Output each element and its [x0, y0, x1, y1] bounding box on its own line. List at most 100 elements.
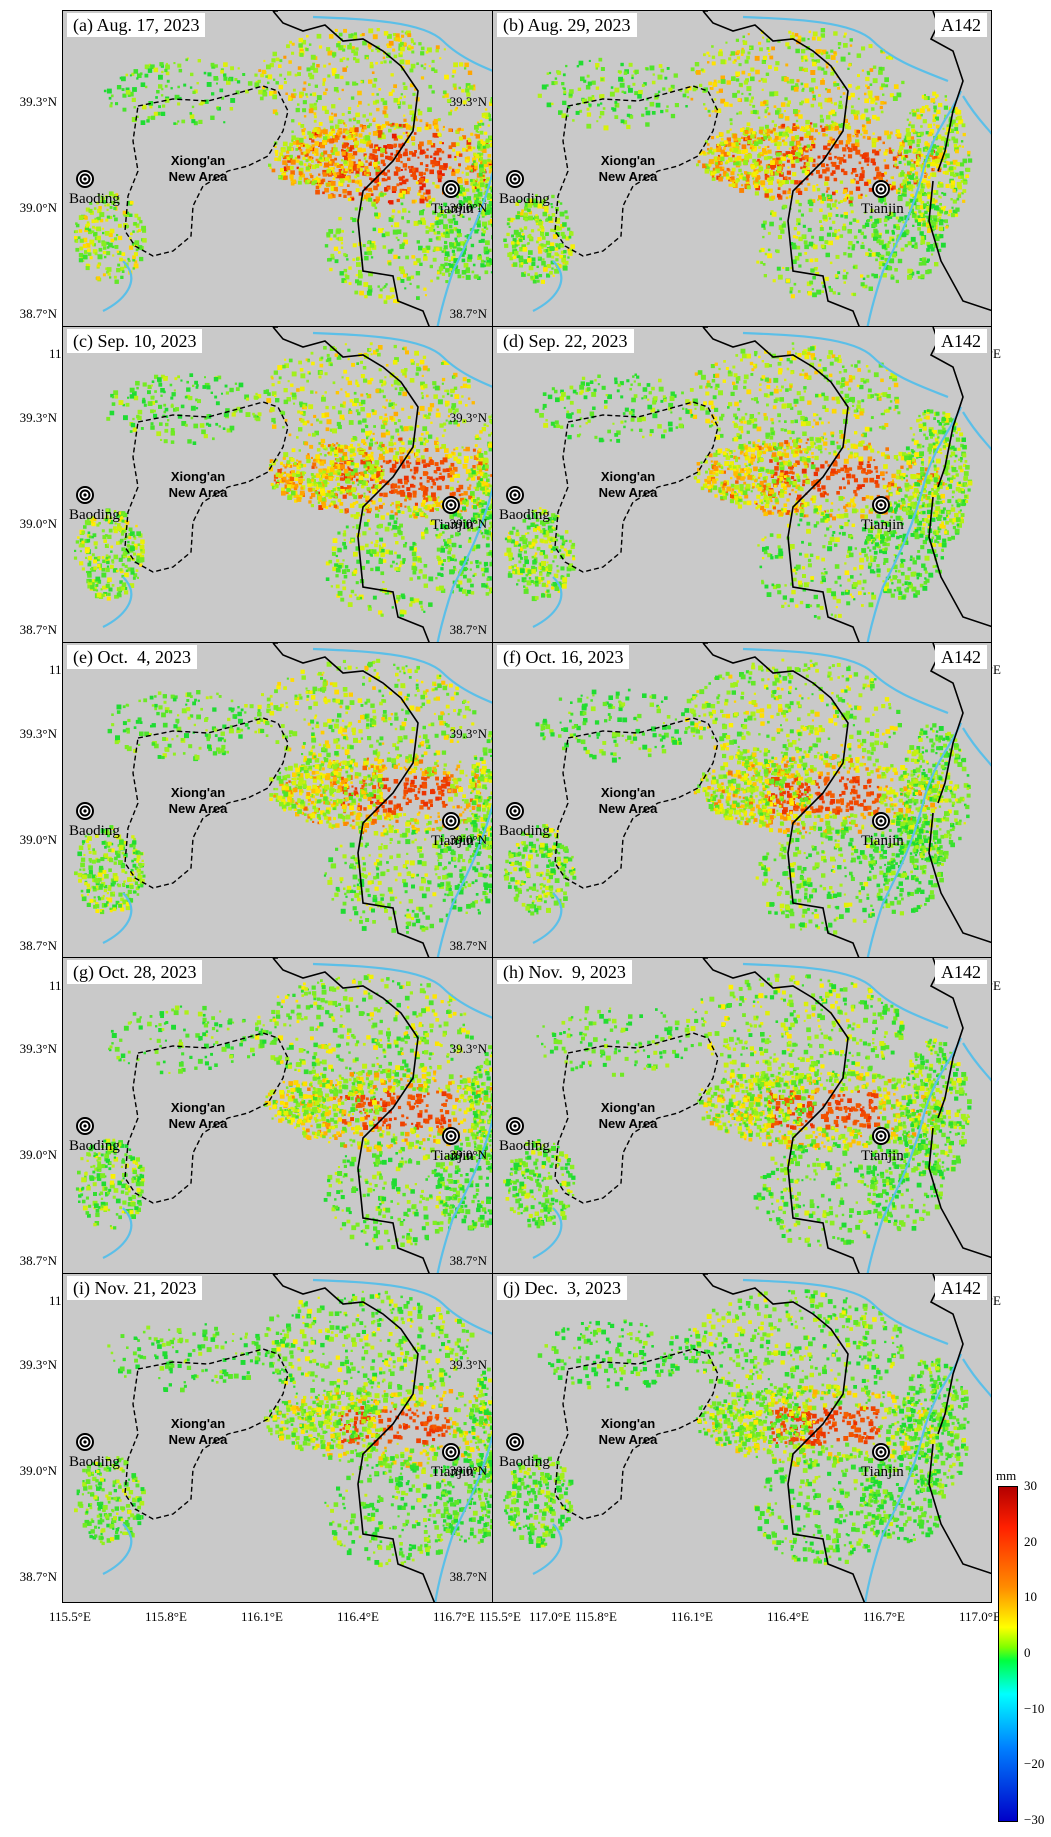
deformation-pixel [382, 110, 387, 115]
deformation-pixel [453, 258, 459, 263]
deformation-pixel [226, 80, 231, 85]
deformation-pixel [284, 358, 287, 361]
deformation-pixel [785, 196, 789, 200]
deformation-pixel [273, 421, 276, 424]
deformation-pixel [632, 82, 636, 86]
deformation-pixel [310, 174, 314, 179]
deformation-pixel [687, 86, 692, 91]
deformation-pixel [544, 205, 549, 211]
deformation-pixel [524, 206, 529, 211]
deformation-pixel [437, 212, 442, 217]
deformation-pixel [807, 291, 812, 296]
deformation-pixel [798, 152, 802, 156]
deformation-pixel [302, 404, 306, 408]
deformation-pixel [382, 100, 388, 106]
deformation-pixel [355, 112, 360, 118]
deformation-pixel [724, 144, 727, 147]
deformation-pixel [283, 166, 287, 169]
deformation-pixel [869, 215, 873, 219]
deformation-pixel [919, 108, 925, 114]
deformation-pixel [941, 192, 944, 195]
deformation-pixel [464, 181, 469, 185]
deformation-pixel [435, 45, 440, 50]
deformation-pixel [884, 171, 887, 175]
deformation-pixel [858, 229, 862, 233]
deformation-pixel [302, 87, 306, 91]
deformation-pixel [289, 174, 294, 179]
deformation-pixel [753, 161, 759, 167]
deformation-pixel [802, 127, 808, 132]
deformation-pixel [735, 38, 739, 42]
deformation-pixel [97, 194, 100, 197]
deformation-pixel [930, 98, 936, 103]
deformation-pixel [805, 147, 808, 151]
deformation-pixel [391, 209, 396, 213]
deformation-pixel [144, 73, 149, 78]
deformation-pixel [474, 197, 480, 203]
deformation-pixel [825, 134, 828, 137]
deformation-pixel [758, 146, 761, 149]
deformation-pixel [424, 63, 427, 66]
deformation-pixel [398, 391, 402, 396]
deformation-pixel [546, 72, 550, 75]
deformation-pixel [459, 248, 463, 251]
deformation-pixel [867, 252, 872, 257]
deformation-pixel [918, 198, 923, 203]
deformation-pixel [821, 163, 825, 168]
deformation-pixel [416, 411, 420, 415]
deformation-pixel [272, 51, 277, 57]
deformation-pixel [104, 231, 110, 236]
deformation-pixel [674, 103, 679, 108]
deformation-pixel [297, 410, 301, 414]
deformation-pixel [442, 95, 445, 99]
deformation-pixel [749, 147, 752, 150]
deformation-pixel [660, 68, 665, 73]
deformation-pixel [165, 62, 168, 65]
deformation-pixel [749, 103, 752, 106]
deformation-pixel [838, 104, 841, 107]
deformation-pixel [374, 212, 378, 217]
deformation-pixel [784, 97, 788, 101]
deformation-pixel [278, 155, 282, 159]
deformation-pixel [911, 244, 915, 248]
deformation-pixel [419, 359, 425, 365]
deformation-pixel [914, 215, 920, 221]
deformation-pixel [592, 97, 595, 100]
deformation-pixel [726, 151, 731, 156]
deformation-pixel [382, 286, 385, 289]
deformation-pixel [223, 62, 228, 67]
deformation-pixel [210, 62, 215, 67]
deformation-pixel [78, 215, 84, 220]
deformation-pixel [901, 140, 905, 144]
deformation-pixel [868, 286, 873, 291]
deformation-pixel [805, 119, 810, 125]
deformation-pixel [378, 193, 381, 196]
deformation-pixel [623, 91, 627, 94]
deformation-pixel [97, 208, 102, 214]
deformation-pixel [91, 244, 94, 247]
deformation-pixel [729, 103, 733, 107]
deformation-pixel [331, 104, 336, 109]
deformation-pixel [206, 82, 212, 87]
deformation-pixel [407, 415, 411, 419]
deformation-pixel [298, 176, 303, 181]
deformation-pixel [400, 93, 403, 96]
deformation-pixel [600, 102, 603, 105]
deformation-pixel [423, 254, 427, 257]
deformation-pixel [363, 157, 367, 160]
deformation-pixel [474, 229, 479, 234]
deformation-pixel [801, 37, 806, 42]
deformation-pixel [777, 166, 782, 171]
deformation-pixel [735, 145, 740, 150]
deformation-pixel [321, 413, 327, 418]
deformation-pixel [518, 263, 523, 268]
deformation-pixel [926, 157, 931, 162]
deformation-pixel [844, 215, 848, 219]
deformation-pixel [371, 500, 376, 505]
deformation-pixel [178, 68, 183, 73]
deformation-pixel [189, 114, 195, 119]
deformation-pixel [934, 221, 938, 225]
deformation-pixel [526, 198, 530, 202]
deformation-pixel [684, 89, 689, 94]
deformation-pixel [355, 145, 358, 148]
